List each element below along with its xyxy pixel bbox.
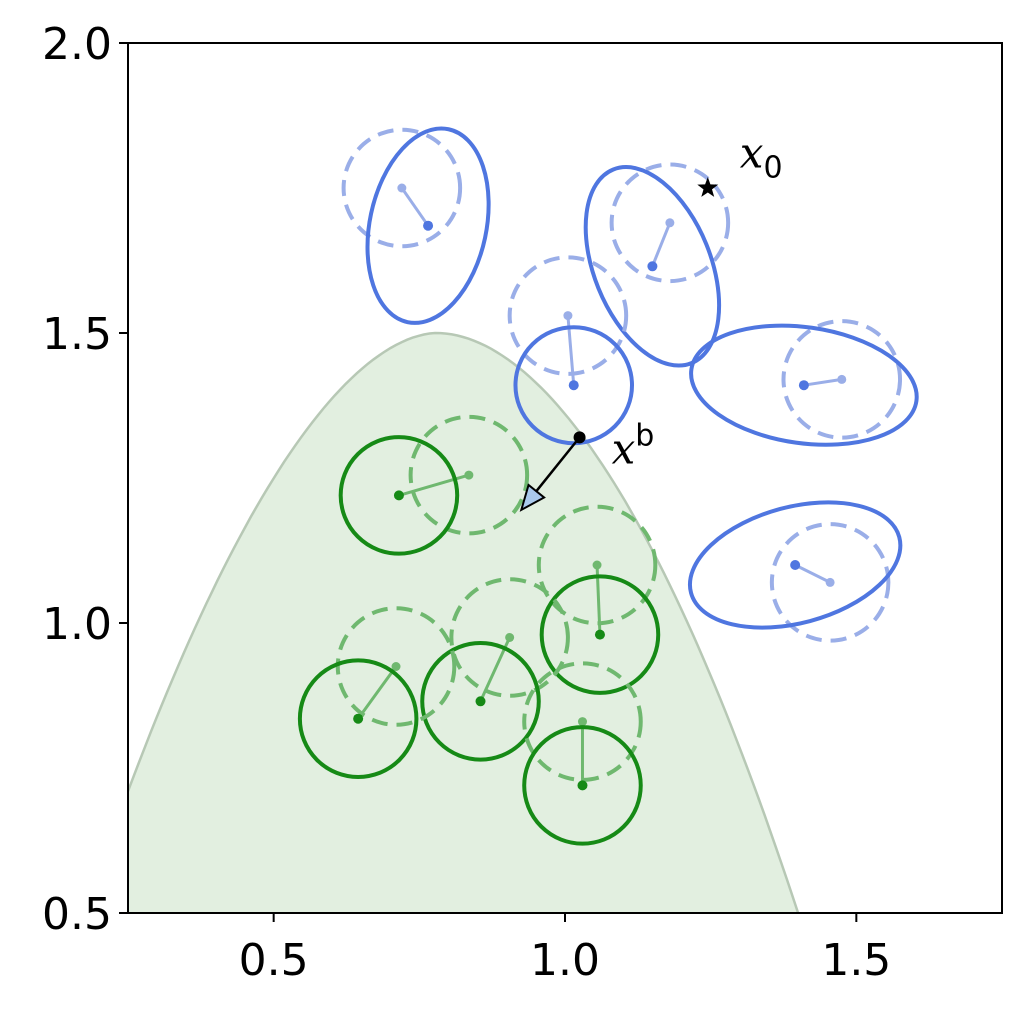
xb-label-main: x <box>612 425 636 474</box>
y-tick-label: 2.0 <box>42 19 112 70</box>
green-shift-line <box>356 665 398 720</box>
green-dashed-circle <box>522 661 643 782</box>
blue-solid-ellipse <box>687 500 903 630</box>
green-start-point <box>464 470 474 480</box>
blue-shift-line <box>794 563 831 584</box>
green-solid-circle <box>297 658 419 779</box>
x-tick-label: 0.5 <box>239 935 309 986</box>
green-end-point <box>353 713 364 724</box>
blue-dashed-circle <box>769 522 891 643</box>
blue-dashed-circle <box>341 127 463 249</box>
xb-point <box>573 431 586 444</box>
x-tick-label: 1.5 <box>821 935 891 986</box>
feasible-region <box>128 331 800 913</box>
blue-end-point <box>423 220 434 231</box>
blue-shift-line <box>400 187 430 227</box>
green-solid-circle <box>420 641 541 762</box>
blue-dashed-circle <box>781 319 903 440</box>
blue-shift-line <box>803 377 842 387</box>
region-boundary <box>128 331 800 913</box>
y-tick-label: 1.5 <box>42 309 112 360</box>
blue-start-point <box>665 218 675 228</box>
blue-end-point <box>798 380 809 391</box>
blue-end-point <box>568 380 579 391</box>
x-tick-label: 1.0 <box>530 935 600 986</box>
y-tick-label: 0.5 <box>42 889 112 940</box>
green-dashed-circle <box>536 504 658 626</box>
blue-start-point <box>825 577 835 587</box>
blue-dashed-circle <box>507 255 629 376</box>
y-tick-label: 1.0 <box>42 599 112 650</box>
x0-star-marker <box>697 177 719 197</box>
blue-start-point <box>397 183 407 193</box>
blue-dashed-circle <box>609 162 731 284</box>
blue-solid-ellipse <box>365 126 491 325</box>
blue-start-point <box>837 374 847 384</box>
xb-label: xb <box>612 419 655 474</box>
green-start-point <box>592 560 602 570</box>
x0-label: x0 <box>740 129 783 186</box>
axes: 0.5 1.0 1.5 0.5 1.0 1.5 2.0 <box>42 19 891 986</box>
xb-label-superscript: b <box>635 419 654 454</box>
green-dashed-circle <box>449 577 570 698</box>
blue-solid-ellipse <box>689 323 919 447</box>
green-shift-line <box>398 473 470 497</box>
blue-shift-line <box>651 222 672 267</box>
green-start-point <box>577 717 587 727</box>
xb-arrow-head <box>519 483 546 512</box>
blue-end-point <box>790 560 801 570</box>
green-solid-circle <box>522 725 643 846</box>
chart-marks <box>297 126 919 846</box>
x0-label-main: x <box>740 129 764 178</box>
x0-label-subscript: 0 <box>763 151 782 186</box>
region-fill <box>128 333 799 913</box>
green-end-point <box>475 696 486 707</box>
green-solid-circle <box>338 435 460 556</box>
green-end-point <box>577 780 588 791</box>
xb-arrow-shaft <box>535 436 581 492</box>
green-start-point <box>505 633 515 642</box>
green-end-point <box>594 629 605 640</box>
green-dashed-circle <box>335 606 457 727</box>
blue-end-point <box>647 261 658 272</box>
blue-start-point <box>563 311 573 321</box>
green-start-point <box>391 662 401 671</box>
green-dashed-circle <box>408 414 530 536</box>
green-end-point <box>393 490 404 501</box>
green-solid-circle <box>539 574 661 695</box>
